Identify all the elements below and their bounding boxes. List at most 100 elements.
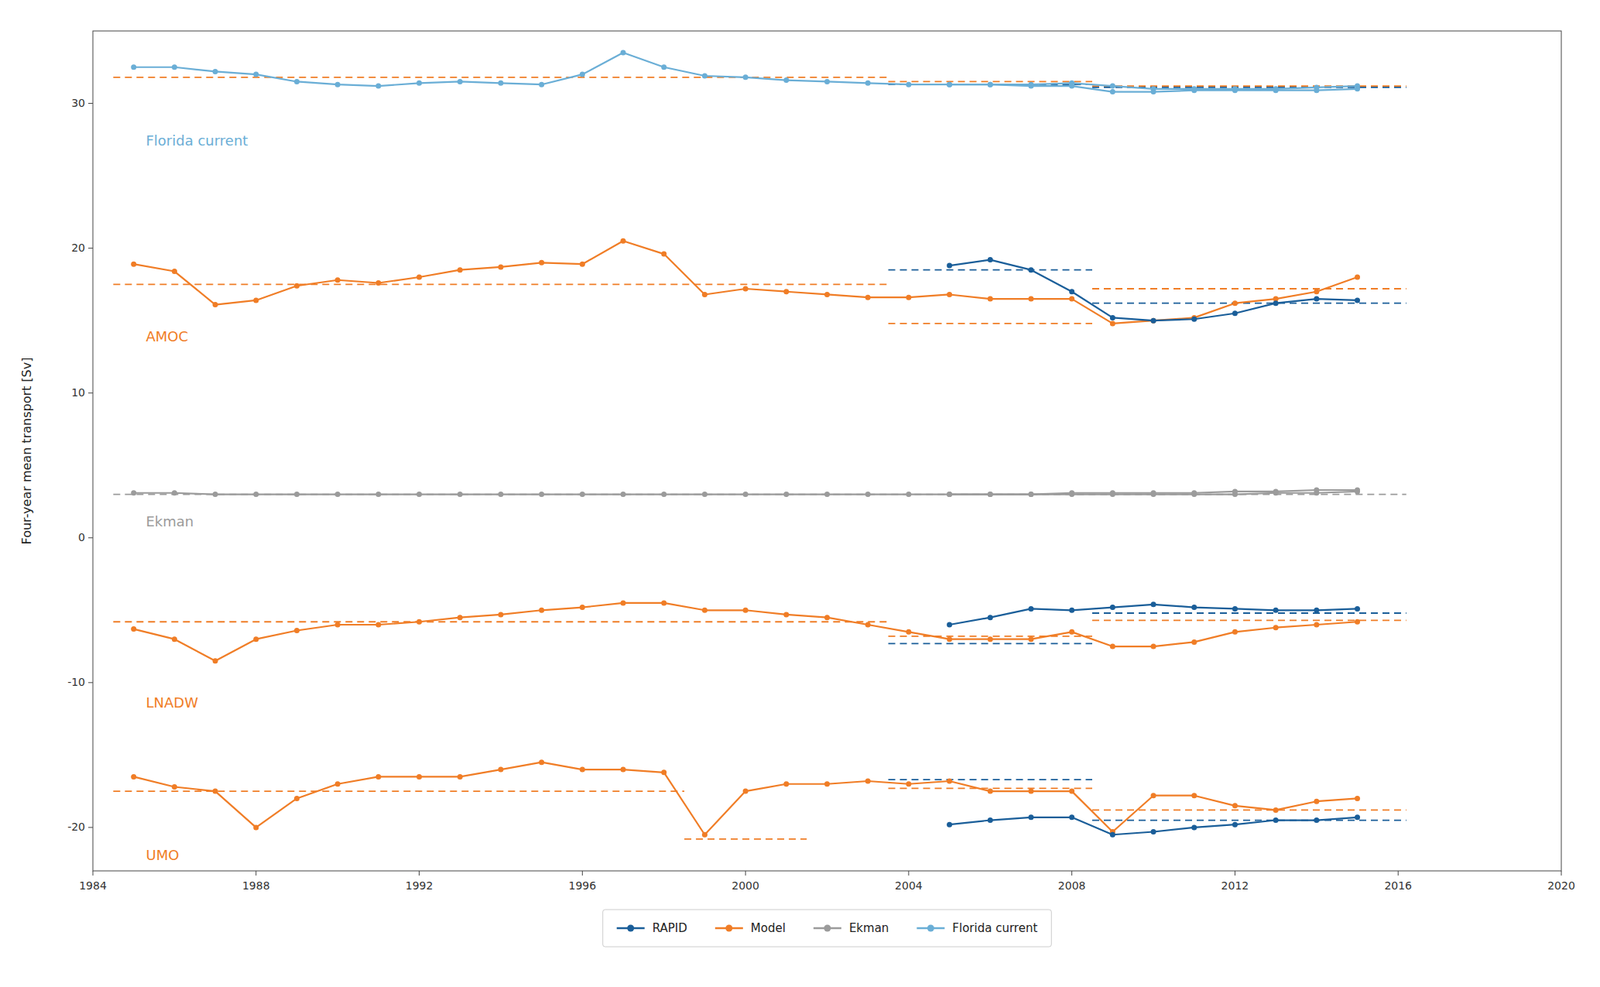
series-point: [946, 636, 953, 642]
series-point: [171, 64, 178, 70]
y-tick: [88, 826, 93, 828]
y-tick-label: 0: [78, 531, 86, 544]
series-point: [171, 784, 178, 790]
series-point: [130, 774, 137, 780]
series-point: [130, 64, 137, 70]
series-point: [1068, 288, 1075, 295]
series: [130, 759, 1361, 838]
series-point: [702, 491, 708, 497]
series-point: [987, 296, 994, 302]
series-point: [212, 491, 219, 497]
series-point: [946, 778, 953, 785]
series-point: [497, 767, 504, 773]
series-point: [294, 627, 300, 634]
series-point: [783, 288, 789, 295]
series-point: [824, 291, 830, 298]
series-point: [253, 297, 259, 303]
series-point: [743, 285, 749, 292]
x-tick: [418, 870, 420, 876]
series-point: [661, 251, 667, 257]
y-tick: [88, 102, 93, 104]
mean-line: [888, 778, 1093, 781]
series-point: [416, 774, 422, 780]
series-point: [1110, 644, 1116, 650]
legend-swatch-marker: [823, 925, 831, 932]
series-point: [1354, 274, 1361, 281]
series-point: [1273, 624, 1279, 631]
series-point: [579, 71, 586, 78]
y-tick: [88, 247, 93, 249]
series-point: [130, 261, 137, 268]
mean-line: [888, 269, 1093, 271]
series-point: [1313, 296, 1320, 302]
series-point: [661, 491, 667, 497]
series-point: [702, 832, 708, 838]
series-point: [1110, 83, 1116, 90]
series-point: [1191, 316, 1197, 323]
series-point: [1273, 87, 1279, 93]
series-point: [987, 636, 994, 642]
series-point: [1191, 639, 1197, 645]
series-point: [1068, 296, 1075, 302]
series-point: [335, 781, 341, 787]
series-point: [538, 759, 545, 765]
series-point: [1027, 83, 1034, 90]
x-tick: [582, 870, 583, 876]
series-point: [1354, 606, 1361, 612]
axes: -20-100102030198419881992199620002004200…: [67, 96, 1576, 892]
series-point: [1027, 606, 1034, 612]
series-point: [212, 657, 219, 664]
series-point: [946, 491, 953, 497]
series-point: [1027, 814, 1034, 820]
series-point: [987, 256, 994, 263]
series-point: [987, 788, 994, 795]
series-point: [946, 82, 953, 88]
series-point: [702, 291, 708, 298]
series-point: [946, 82, 953, 88]
legend-swatch-marker: [725, 925, 733, 932]
series-line: [949, 260, 1358, 322]
series-point: [1313, 607, 1320, 614]
series-point: [1151, 792, 1157, 799]
series-point: [1191, 824, 1197, 830]
series-point: [294, 795, 300, 802]
series-point: [946, 263, 953, 269]
series-point: [783, 781, 789, 787]
series-point: [538, 607, 545, 614]
series-point: [416, 619, 422, 625]
series-point: [538, 260, 545, 266]
mean-line: [888, 642, 1093, 645]
mean-line: [1092, 302, 1407, 305]
legend-label: Florida current: [952, 921, 1038, 936]
annotation: AMOC: [146, 328, 189, 345]
series-point: [1273, 488, 1279, 494]
x-tick: [907, 870, 909, 876]
series-point: [1151, 489, 1157, 496]
series-point: [497, 80, 504, 86]
mean-line: [684, 838, 807, 840]
y-tick-label: -10: [67, 675, 86, 689]
series-point: [702, 607, 708, 614]
x-tick-label: 1988: [242, 879, 271, 892]
series-point: [824, 614, 830, 621]
series-point: [1110, 832, 1116, 838]
series-point: [171, 489, 178, 496]
y-tick-label: 10: [71, 386, 86, 399]
chart: -20-100102030198419881992199620002004200…: [0, 0, 1600, 987]
series-point: [171, 636, 178, 642]
series-point: [457, 774, 463, 780]
y-tick: [88, 392, 93, 394]
series-point: [171, 268, 178, 275]
x-tick: [1234, 870, 1236, 876]
x-tick: [255, 870, 257, 876]
series-point: [1110, 320, 1116, 326]
legend-box: [602, 909, 1052, 947]
x-tick-label: 1996: [568, 879, 597, 892]
series-point: [375, 491, 381, 497]
series-point: [1273, 807, 1279, 813]
mean-line: [113, 620, 888, 623]
series: [946, 256, 1361, 324]
series-point: [905, 82, 912, 88]
series-point: [905, 781, 912, 787]
series-point: [416, 80, 422, 86]
